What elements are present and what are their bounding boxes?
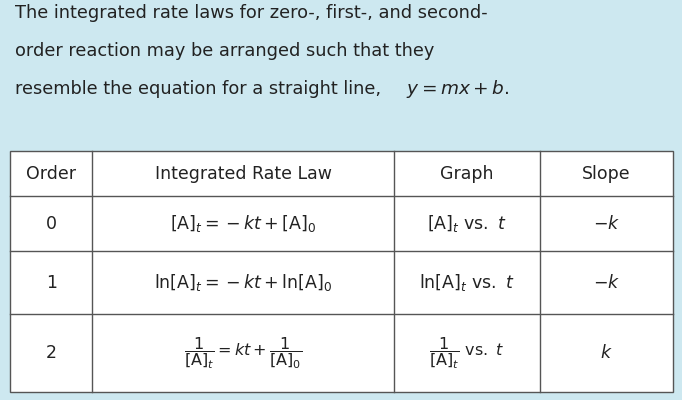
Text: order reaction may be arranged such that they: order reaction may be arranged such that…: [15, 42, 434, 60]
Text: 0: 0: [46, 214, 57, 232]
Text: $\dfrac{1}{[\mathrm{A}]_t} = \mathit{kt} + \dfrac{1}{[\mathrm{A}]_0}$: $\dfrac{1}{[\mathrm{A}]_t} = \mathit{kt}…: [184, 335, 302, 371]
Text: Order: Order: [26, 164, 76, 182]
Text: resemble the equation for a straight line,: resemble the equation for a straight lin…: [15, 80, 381, 98]
Text: $\mathrm{ln}[\mathrm{A}]_t = -\mathit{kt} + \mathrm{ln}[\mathrm{A}]_0$: $\mathrm{ln}[\mathrm{A}]_t = -\mathit{kt…: [154, 272, 332, 293]
Text: $y = mx + b.$: $y = mx + b.$: [406, 78, 509, 100]
Text: $[\mathrm{A}]_t = -\mathit{kt} + [\mathrm{A}]_0$: $[\mathrm{A}]_t = -\mathit{kt} + [\mathr…: [170, 213, 316, 234]
Text: $\mathrm{ln}[\mathrm{A}]_t\ \mathrm{vs.}\ \mathit{t}$: $\mathrm{ln}[\mathrm{A}]_t\ \mathrm{vs.}…: [419, 272, 515, 293]
Text: The integrated rate laws for zero-, first-, and second-: The integrated rate laws for zero-, firs…: [15, 4, 488, 22]
Bar: [10, 151, 673, 392]
Text: $\dfrac{1}{[\mathrm{A}]_t}\ \mathrm{vs.}\ \mathit{t}$: $\dfrac{1}{[\mathrm{A}]_t}\ \mathrm{vs.}…: [430, 335, 505, 371]
Text: Integrated Rate Law: Integrated Rate Law: [155, 164, 331, 182]
Text: 2: 2: [46, 344, 57, 362]
Text: $\mathit{k}$: $\mathit{k}$: [600, 344, 613, 362]
Text: Graph: Graph: [441, 164, 494, 182]
Text: $-\mathit{k}$: $-\mathit{k}$: [593, 274, 620, 292]
Text: Slope: Slope: [582, 164, 631, 182]
Text: $-\mathit{k}$: $-\mathit{k}$: [593, 214, 620, 232]
Bar: [10, 151, 673, 392]
Text: $[\mathrm{A}]_t\ \mathrm{vs.}\ \mathit{t}$: $[\mathrm{A}]_t\ \mathrm{vs.}\ \mathit{t…: [428, 213, 507, 234]
Text: 1: 1: [46, 274, 57, 292]
